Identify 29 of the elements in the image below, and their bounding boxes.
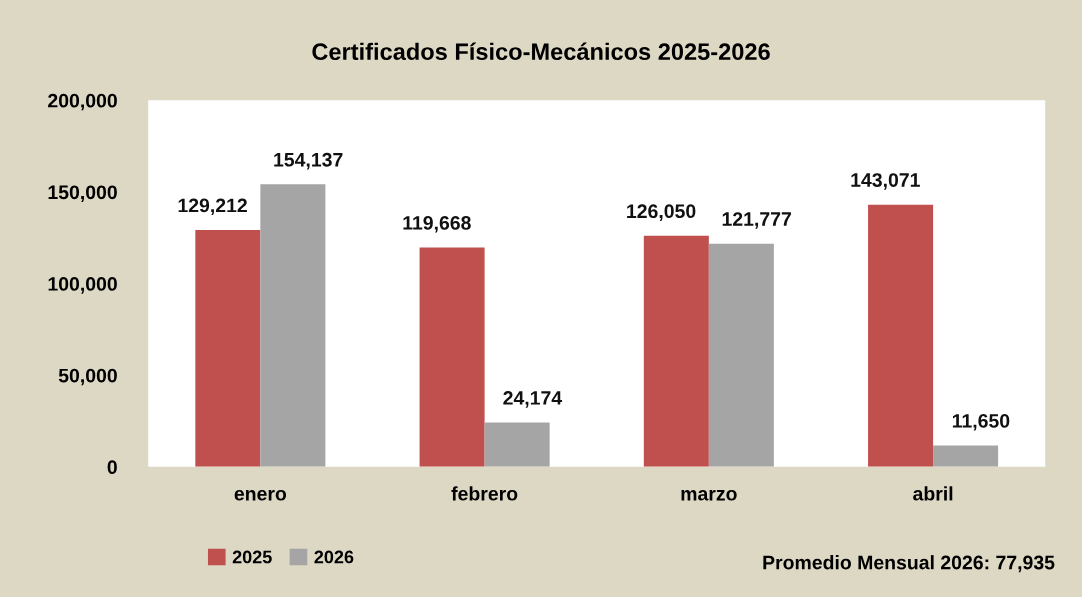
y-tick-label: 50,000: [58, 368, 117, 386]
legend-label: 2025: [232, 550, 272, 564]
x-tick-label: abril: [913, 486, 953, 501]
text: Promedio Mensual 2026: 77,935: [763, 555, 1055, 573]
x-tick-label: marzo: [681, 489, 737, 501]
y-tick-label: 100,000: [48, 277, 117, 294]
chart-title: Certificados Físico-Mecánicos 2025-2026: [312, 42, 770, 61]
data-label: 154,137: [274, 152, 343, 170]
data-label: 121,777: [722, 212, 791, 229]
data-label: 126,050: [627, 204, 696, 221]
data-label: 129,212: [178, 198, 247, 216]
bar: [419, 247, 485, 467]
bar: [708, 243, 774, 467]
bar: [484, 422, 550, 467]
x-tick-label: febrero: [451, 486, 518, 501]
legend-label: 2026: [314, 550, 354, 564]
data-label: 143,071: [851, 173, 920, 190]
data-label: 11,650: [952, 414, 1010, 431]
y-tick-label: 200,000: [48, 93, 117, 111]
bar: [260, 184, 326, 467]
data-label: 24,174: [503, 391, 563, 408]
bar: [868, 204, 934, 467]
x-tick-label: enero: [234, 489, 287, 501]
bar: [643, 235, 709, 467]
data-label: 119,668: [403, 216, 471, 233]
y-tick-label: 150,000: [48, 185, 117, 202]
y-tick-label: 0: [107, 460, 117, 475]
bar: [195, 230, 261, 467]
bar: [933, 445, 999, 467]
